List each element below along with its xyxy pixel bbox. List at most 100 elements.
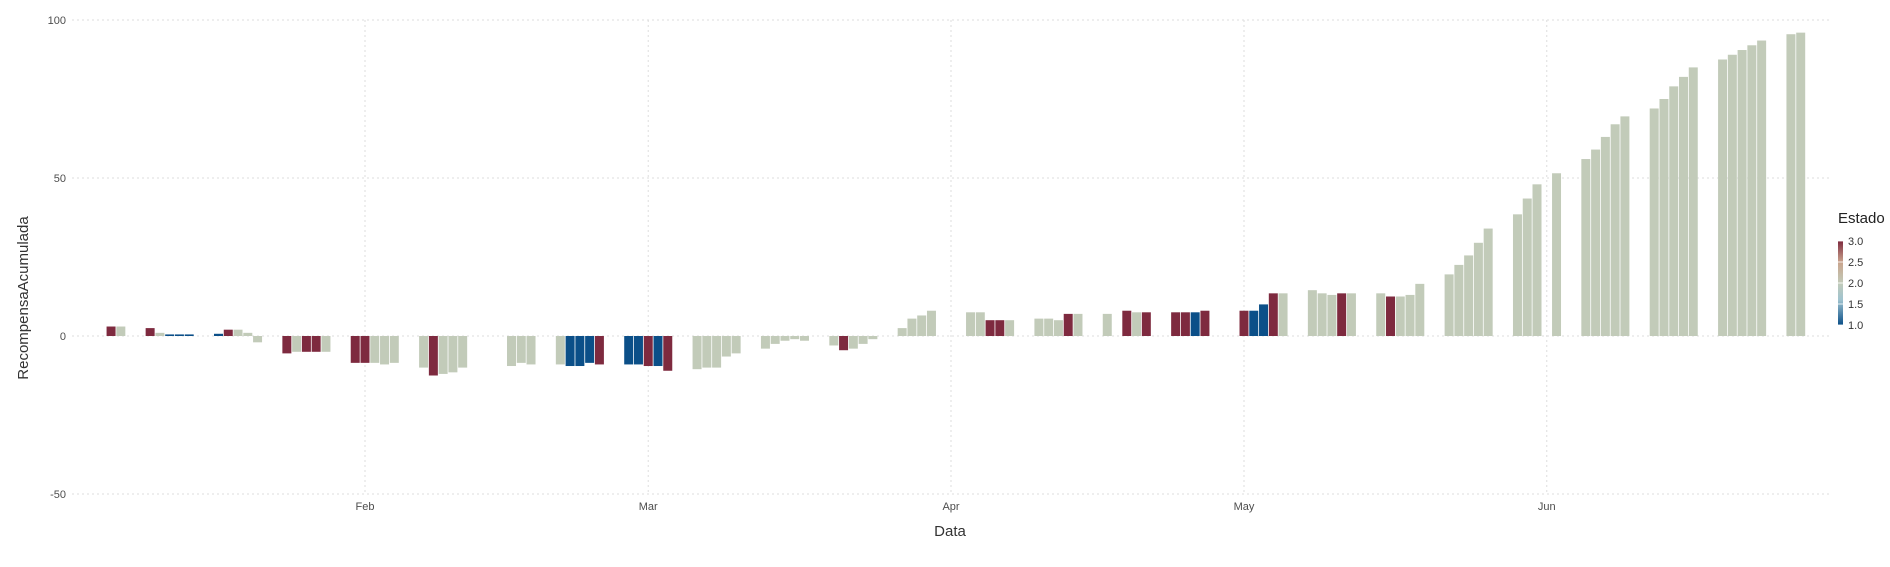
bar bbox=[594, 336, 604, 365]
bar bbox=[458, 336, 468, 368]
bar bbox=[370, 336, 380, 363]
bar bbox=[1757, 40, 1767, 336]
bar bbox=[1727, 54, 1737, 336]
bar bbox=[184, 334, 194, 336]
bar bbox=[1610, 124, 1620, 336]
legend-label: 3.0 bbox=[1848, 236, 1863, 248]
bar bbox=[1346, 293, 1356, 336]
bar bbox=[780, 336, 790, 341]
bar bbox=[1200, 310, 1210, 336]
bar bbox=[174, 334, 184, 336]
legend-title: Estado bbox=[1838, 210, 1885, 227]
bar bbox=[1747, 45, 1757, 336]
bar bbox=[253, 336, 263, 343]
bar bbox=[214, 333, 223, 336]
bars bbox=[106, 32, 1806, 376]
bar bbox=[1190, 312, 1200, 336]
bar bbox=[438, 336, 448, 374]
bar bbox=[1669, 86, 1679, 336]
bar bbox=[1796, 32, 1806, 336]
bar bbox=[116, 326, 126, 336]
bar bbox=[653, 336, 663, 367]
bar bbox=[1522, 198, 1532, 336]
y-tick-label: -50 bbox=[50, 489, 66, 501]
bar bbox=[389, 336, 399, 363]
bar bbox=[1376, 293, 1386, 336]
bar bbox=[917, 315, 927, 336]
bar bbox=[155, 332, 165, 336]
bar bbox=[1307, 290, 1317, 336]
bar bbox=[1327, 294, 1337, 336]
bar bbox=[839, 336, 849, 351]
bar bbox=[1649, 108, 1659, 336]
bar bbox=[1737, 50, 1747, 337]
bar bbox=[1444, 274, 1454, 336]
bar bbox=[1552, 173, 1562, 336]
y-tick-label: 0 bbox=[60, 331, 66, 343]
bar bbox=[1512, 214, 1522, 336]
bar bbox=[233, 329, 243, 336]
bar bbox=[507, 336, 516, 367]
bar bbox=[419, 336, 429, 368]
bar bbox=[1180, 312, 1190, 336]
bar bbox=[770, 336, 780, 344]
bar bbox=[1141, 312, 1151, 336]
bar bbox=[868, 336, 878, 340]
bar bbox=[1005, 320, 1015, 336]
bar bbox=[829, 336, 839, 346]
bar bbox=[1415, 283, 1425, 336]
bar bbox=[848, 336, 858, 349]
bar bbox=[428, 336, 438, 376]
legend-label: 2.5 bbox=[1848, 257, 1863, 269]
bar bbox=[966, 312, 976, 336]
bar bbox=[995, 320, 1005, 336]
legend-labels: 3.0 2.5 2.0 1.5 1.0 bbox=[1838, 236, 1863, 332]
bar bbox=[1620, 116, 1630, 336]
bar bbox=[985, 320, 995, 336]
bar bbox=[106, 326, 116, 336]
bar bbox=[1317, 293, 1327, 336]
bar bbox=[1044, 318, 1054, 336]
x-tick-label: Jun bbox=[1538, 501, 1556, 513]
bar bbox=[712, 336, 722, 368]
bar bbox=[1337, 293, 1347, 336]
x-tick-label: Apr bbox=[942, 501, 959, 513]
legend: Estado 3.0 2.5 2.0 1.5 1.0 bbox=[1838, 210, 1885, 332]
bar bbox=[145, 328, 155, 336]
bar bbox=[800, 336, 809, 341]
bar bbox=[624, 336, 634, 365]
bar bbox=[165, 334, 175, 336]
bar bbox=[721, 336, 731, 357]
bar bbox=[1268, 293, 1278, 336]
bar bbox=[360, 336, 370, 363]
x-axis-title: Data bbox=[934, 523, 966, 540]
bar bbox=[448, 336, 458, 373]
bar bbox=[1454, 264, 1464, 336]
bar bbox=[1386, 296, 1395, 336]
bar bbox=[926, 310, 936, 336]
bar bbox=[1034, 318, 1044, 336]
bar bbox=[1053, 320, 1063, 336]
bar bbox=[321, 336, 331, 352]
x-tick-label: Mar bbox=[639, 501, 658, 513]
bar bbox=[1122, 310, 1132, 336]
bar bbox=[311, 336, 321, 352]
legend-label: 2.0 bbox=[1848, 278, 1863, 290]
legend-label: 1.0 bbox=[1848, 320, 1863, 332]
x-tick-labels: Feb Mar Apr May Jun bbox=[356, 501, 1556, 513]
bar bbox=[1659, 99, 1669, 336]
bar bbox=[897, 328, 907, 336]
bar bbox=[975, 312, 985, 336]
y-tick-label: 100 bbox=[48, 15, 66, 27]
bar bbox=[585, 336, 595, 363]
bar bbox=[555, 336, 565, 365]
y-axis-title: RecompensaAcumulada bbox=[15, 216, 32, 380]
bar bbox=[516, 336, 526, 363]
bar bbox=[282, 336, 292, 354]
x-tick-label: May bbox=[1234, 501, 1255, 513]
bar bbox=[1688, 67, 1698, 337]
bar bbox=[1073, 313, 1083, 336]
bar bbox=[526, 336, 536, 365]
bar bbox=[790, 336, 800, 340]
